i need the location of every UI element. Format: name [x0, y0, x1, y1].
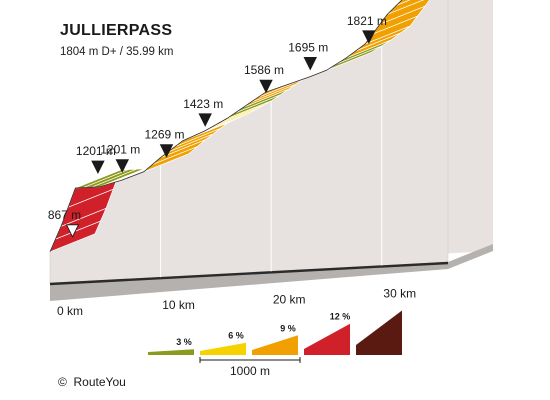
elevation-marker-3 [159, 144, 174, 158]
elevation-label-0: 867 m [48, 208, 81, 222]
legend-swatch-12 [304, 323, 350, 355]
legend-label-9: 9 % [280, 323, 296, 333]
legend-swatch-6 [200, 342, 246, 355]
copyright-symbol: © [58, 375, 67, 389]
elevation-marker-2 [115, 159, 129, 173]
elevation-marker-5 [259, 79, 273, 94]
credit-text: RouteYou [73, 375, 126, 389]
chart-title: JULLIERPASS [60, 22, 173, 39]
legend-swatch-9 [252, 335, 298, 355]
elevation-label-4: 1423 m [183, 97, 223, 111]
profile-front-edge [49, 0, 403, 252]
profile-front-face [49, 0, 449, 284]
elevation-label-5: 1586 m [244, 63, 284, 77]
gradient-legend: 3 % 6 % 9 % 12 % 1000 m [148, 310, 402, 378]
profile-ground-line [49, 261, 449, 286]
profile-body [49, 0, 493, 301]
elevation-label-2: 1201 m [100, 143, 140, 157]
scale-bar-label: 1000 m [230, 364, 270, 378]
profile-surface [49, 0, 431, 253]
elevation-marker-1 [91, 160, 105, 175]
elevation-label-1: 1201 m [76, 144, 116, 158]
elevation-label-7: 1821 m [347, 14, 387, 28]
legend-label-3: 3 % [176, 337, 192, 347]
x-tick-label: 20 km [273, 292, 306, 306]
legend-label-6: 6 % [228, 331, 244, 341]
x-tick-label: 30 km [383, 286, 416, 300]
copyright-credit: © RouteYou [58, 375, 126, 389]
chart-subtitle: 1804 m D+ / 35.99 km [60, 46, 174, 58]
elevation-label-6: 1695 m [288, 40, 328, 54]
elevation-marker-0 [65, 224, 80, 238]
x-tick-label: 0 km [57, 304, 83, 318]
elevation-marker-4 [198, 113, 212, 127]
elevation-marker-6 [303, 57, 317, 71]
x-tick-label: 10 km [162, 298, 195, 312]
elevation-label-3: 1269 m [144, 128, 184, 142]
legend-label-12: 12 % [330, 312, 351, 322]
distance-axis: 0 km 10 km 20 km 30 km [57, 286, 416, 318]
legend-swatch-15 [356, 310, 402, 355]
legend-swatch-3 [148, 349, 194, 355]
surface-stripe [396, 0, 411, 6]
elevation-marker-7 [362, 30, 376, 44]
